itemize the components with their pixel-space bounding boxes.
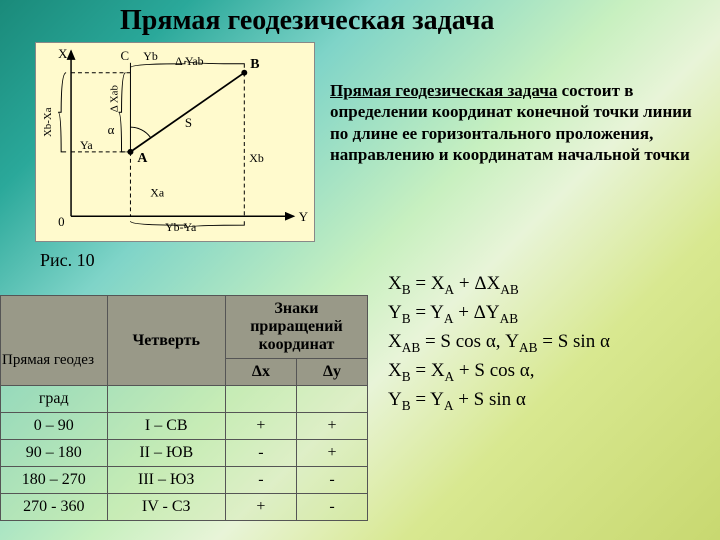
description-underlined: Прямая геодезическая задача — [330, 81, 557, 100]
svg-text:Δ Xab: Δ Xab — [109, 85, 121, 113]
table-cell: град — [1, 386, 108, 413]
figure-label: Рис. 10 — [40, 250, 95, 271]
table-cell: - — [296, 467, 367, 494]
page-title: Прямая геодезическая задача — [120, 5, 494, 37]
svg-text:B: B — [250, 56, 259, 71]
table-cell: 0 – 90 — [1, 413, 108, 440]
svg-text:C: C — [121, 49, 130, 63]
svg-text:S: S — [185, 116, 192, 130]
table-cell: 270 - 360 — [1, 494, 108, 521]
table-signs-header: Знаки приращений координат — [225, 296, 367, 359]
table-cell: - — [296, 494, 367, 521]
formula-5: YB = YA + S sin α — [388, 386, 610, 415]
table-cell: I – СВ — [107, 413, 225, 440]
svg-text:Xa: Xa — [150, 185, 165, 199]
task-description: Прямая геодезическая задача состоит в оп… — [330, 80, 700, 165]
truncated-side-label: Прямая геодез — [2, 352, 94, 369]
formula-1: XB = XA + ΔXAB — [388, 270, 610, 299]
formulas-block: XB = XA + ΔXAB YB = YA + ΔYAB XAB = S co… — [388, 270, 610, 415]
svg-text:Yb: Yb — [143, 49, 158, 63]
table-cell: + — [296, 413, 367, 440]
quadrant-table: Четверть Знаки приращений координат Δx Δ… — [0, 295, 368, 521]
table-cell: - — [225, 440, 296, 467]
table-cell: II – ЮВ — [107, 440, 225, 467]
table-dx-header: Δx — [225, 359, 296, 386]
table-quarter-header: Четверть — [107, 296, 225, 386]
table-cell — [296, 386, 367, 413]
formula-4: XB = XA + S cos α, — [388, 357, 610, 386]
x-axis-label: X — [58, 47, 68, 61]
table-cell: 180 – 270 — [1, 467, 108, 494]
table-cell: 90 – 180 — [1, 440, 108, 467]
svg-text:α: α — [108, 123, 115, 137]
svg-text:A: A — [137, 150, 147, 165]
origin-label: 0 — [58, 215, 64, 229]
formula-2: YB = YA + ΔYAB — [388, 299, 610, 328]
table-cell: + — [225, 413, 296, 440]
svg-text:Yb-Ya: Yb-Ya — [165, 220, 197, 234]
table-cell — [225, 386, 296, 413]
formula-3: XAB = S cos α, YAB = S sin α — [388, 328, 610, 357]
table-dy-header: Δy — [296, 359, 367, 386]
table-cell: + — [225, 494, 296, 521]
svg-text:Xb: Xb — [249, 151, 264, 165]
svg-text:Δ Yab: Δ Yab — [175, 54, 204, 68]
svg-text:Xb-Xa: Xb-Xa — [42, 107, 54, 137]
table-cell: + — [296, 440, 367, 467]
table-cell — [107, 386, 225, 413]
y-axis-label: Y — [299, 210, 308, 224]
table-cell: IV - СЗ — [107, 494, 225, 521]
coordinate-diagram: 0 X Y A B C S Ya Xa Xb Yb α Δ Yab Xb-Xa — [35, 42, 315, 242]
table-empty-header — [1, 296, 108, 386]
svg-text:Ya: Ya — [80, 138, 93, 152]
table-cell: III – ЮЗ — [107, 467, 225, 494]
table-cell: - — [225, 467, 296, 494]
